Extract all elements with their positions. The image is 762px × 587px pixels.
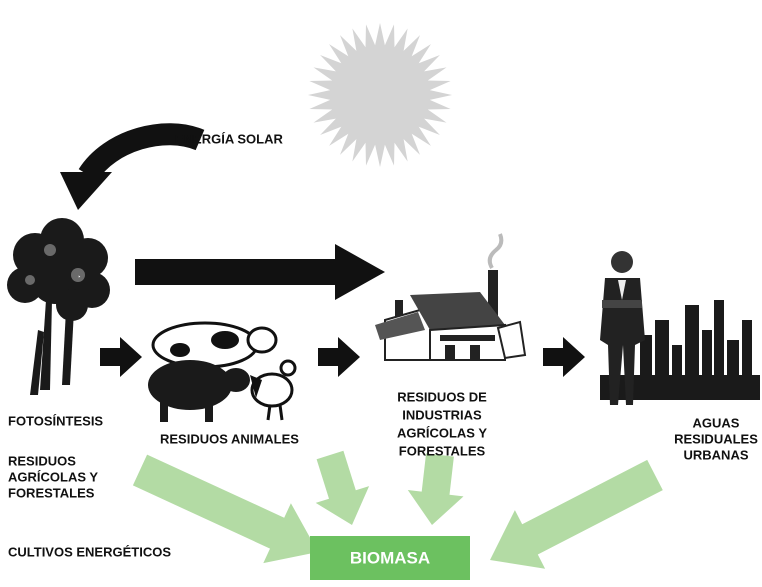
arrow bbox=[100, 337, 142, 377]
urban-label: RESIDUALES bbox=[674, 431, 758, 446]
agri-label: AGRÍCOLAS Y bbox=[8, 469, 98, 484]
agri-label: RESIDUOS bbox=[8, 453, 76, 468]
arrow bbox=[490, 460, 663, 569]
industry-label: FORESTALES bbox=[399, 443, 486, 458]
solar-arrow-head bbox=[60, 172, 112, 210]
urban-label: AGUAS bbox=[693, 415, 740, 430]
diagram: BIOMASA ENERGÍA SOLAR FOTOSÍNTESIS RESID… bbox=[0, 0, 762, 587]
arrow bbox=[318, 337, 360, 377]
industry-label: AGRÍCOLAS Y bbox=[397, 425, 487, 440]
crops-label: CULTIVOS ENERGÉTICOS bbox=[8, 544, 171, 559]
animal-label: RESIDUOS ANIMALES bbox=[160, 431, 299, 446]
biomass-label: BIOMASA bbox=[350, 548, 430, 567]
solar-label: ENERGÍA SOLAR bbox=[175, 131, 283, 146]
arrow bbox=[543, 337, 585, 377]
arrow bbox=[408, 453, 464, 525]
urban-label: URBANAS bbox=[684, 447, 749, 462]
factory bbox=[375, 234, 525, 360]
animals bbox=[148, 323, 295, 422]
industry-label: INDUSTRIAS bbox=[402, 407, 482, 422]
arrow bbox=[316, 451, 369, 525]
arrow bbox=[135, 244, 385, 300]
tree bbox=[7, 218, 110, 395]
photosynthesis-label: FOTOSÍNTESIS bbox=[8, 413, 103, 428]
industry-label: RESIDUOS DE bbox=[397, 389, 487, 404]
sun bbox=[308, 23, 452, 167]
agri-label: FORESTALES bbox=[8, 485, 95, 500]
